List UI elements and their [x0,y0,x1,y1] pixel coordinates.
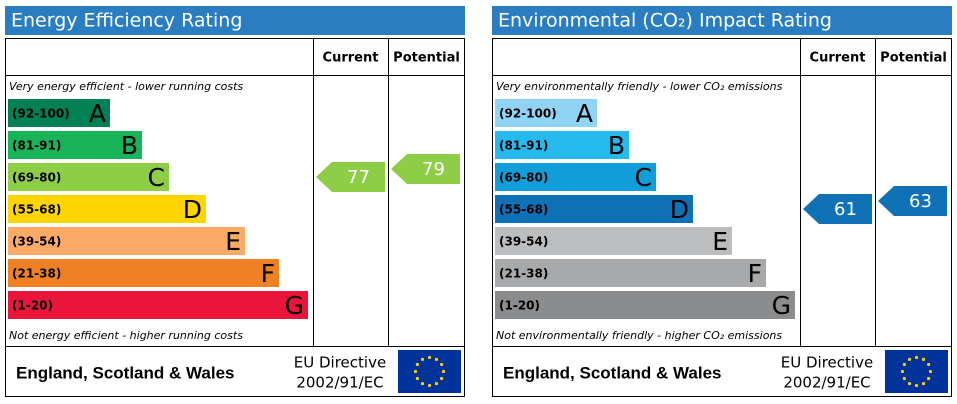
title-bar [5,6,465,35]
rating-band [8,163,169,191]
rating-band [495,163,656,191]
rating-arrow [878,186,947,216]
band-range: (81-91) [499,139,548,153]
rating-band [8,291,308,319]
column-header: Current [323,51,379,66]
eu-star [415,362,419,367]
eu-star [927,362,931,367]
eu-star [907,357,912,361]
rating-value: 77 [347,167,370,188]
band-range: (81-91) [12,139,61,153]
rating-arrow [391,154,460,184]
eu-star [420,357,425,361]
band-range: (39-54) [499,235,548,249]
band-range: (92-100) [499,107,557,121]
eu-star [434,382,439,386]
band-letter: F [748,259,762,288]
column-header: Current [810,51,866,66]
band-range: (69-80) [499,171,548,185]
title-bar [492,6,952,35]
band-range: (55-68) [12,203,61,217]
rating-band [8,195,206,223]
footer-directive: EU Directive [781,354,873,372]
eu-star [907,382,912,386]
band-range: (39-54) [12,235,61,249]
eu-star [440,376,444,381]
eu-star [434,357,439,361]
rating-band [8,131,142,159]
band-range: (1-20) [12,299,53,313]
band-letter: A [89,99,106,128]
rating-band [495,259,766,287]
rating-panel: Energy Efficiency Rating Current Potential… [5,6,465,397]
band-letter: B [121,131,138,160]
band-letter: E [712,227,728,256]
rating-band [8,259,279,287]
bottom-note: Not environmentally friendly - higher CO… [496,329,782,342]
rating-value: 79 [422,159,445,180]
rating-band [495,99,597,127]
rating-band [495,227,732,255]
band-range: (1-20) [499,299,540,313]
footer-region: England, Scotland & Wales [16,363,235,382]
rating-panel: Environmental (CO₂) Impact Rating Current… [492,6,952,397]
eu-star [415,376,419,381]
band-letter: A [576,99,593,128]
footer-code: 2002/91/EC [783,374,870,392]
eu-star [440,362,444,367]
band-range: (69-80) [12,171,61,185]
band-range: (21-38) [499,267,548,281]
rating-band [8,99,110,127]
footer-directive: EU Directive [294,354,386,372]
eu-star [420,382,425,386]
band-letter: B [608,131,625,160]
band-range: (92-100) [12,107,70,121]
rating-band [495,195,693,223]
rating-band [495,291,795,319]
eu-star [902,376,906,381]
footer-code: 2002/91/EC [296,374,383,392]
table-border [492,38,952,397]
top-note: Very environmentally friendly - lower CO… [496,80,783,93]
eu-star [927,376,931,381]
rating-arrow [803,194,872,224]
band-letter: G [285,291,304,320]
rating-value: 63 [909,191,932,212]
eu-star [921,357,926,361]
band-letter: D [670,195,689,224]
eu-star [914,355,919,360]
band-letter: C [148,163,165,192]
eu-star [914,383,919,388]
eu-star [441,369,446,374]
band-letter: D [183,195,202,224]
band-letter: F [261,259,275,288]
column-header: Potential [393,51,460,66]
bottom-note: Not energy efficient - higher running co… [9,329,243,342]
table-border [5,38,465,397]
band-range: (55-68) [499,203,548,217]
footer-region: England, Scotland & Wales [503,363,722,382]
eu-star [427,355,432,360]
band-letter: G [772,291,791,320]
eu-star [413,369,418,374]
panel-title: Environmental (CO₂) Impact Rating [498,10,832,32]
column-header: Potential [880,51,947,66]
panel-title: Energy Efficiency Rating [11,10,242,32]
band-range: (21-38) [12,267,61,281]
eu-star [921,382,926,386]
band-letter: E [225,227,241,256]
rating-arrow [316,162,385,192]
rating-value: 61 [834,199,857,220]
eu-star [902,362,906,367]
top-note: Very energy efficient - lower running co… [9,80,243,93]
band-letter: C [635,163,652,192]
eu-star [427,383,432,388]
eu-star [900,369,905,374]
eu-star [928,369,933,374]
rating-band [495,131,629,159]
rating-band [8,227,245,255]
